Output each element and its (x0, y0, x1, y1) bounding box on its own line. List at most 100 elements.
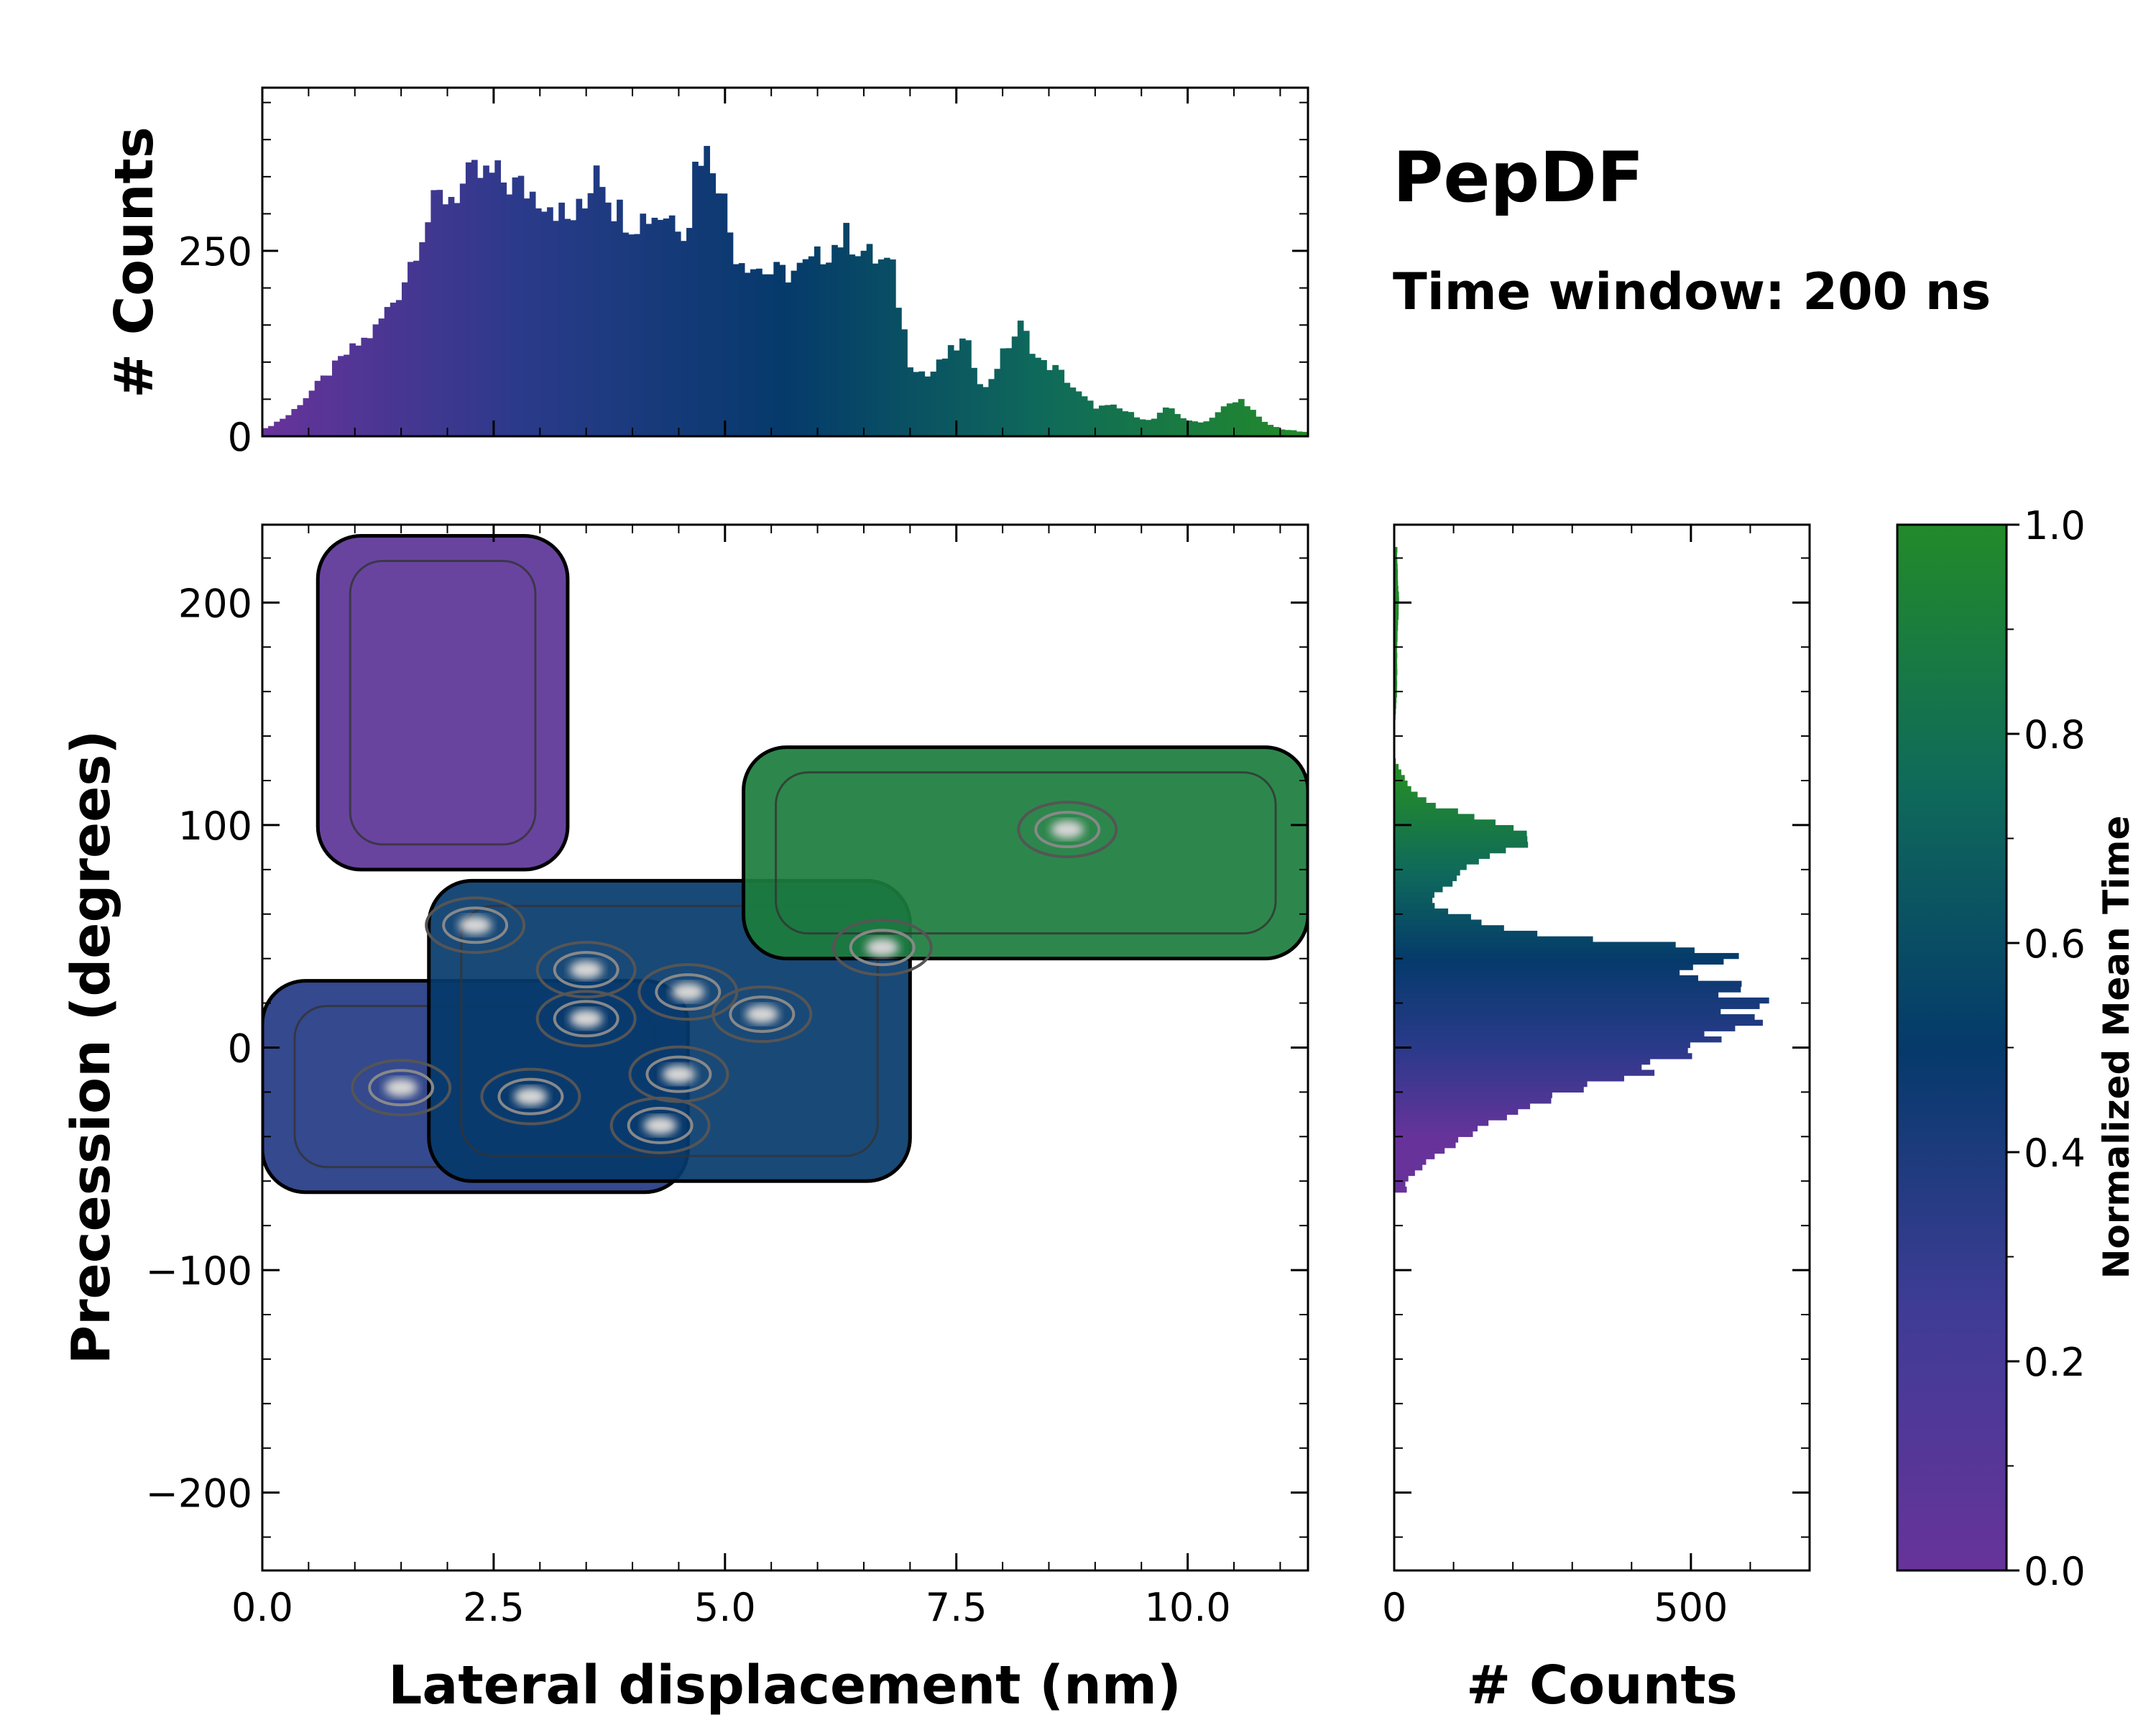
top-histogram-bar (854, 256, 862, 436)
top-histogram-bar (1232, 402, 1239, 436)
right-histogram-y-ticks (1394, 557, 1810, 1538)
top-histogram-bar (1011, 336, 1018, 436)
right-histogram-bar (1394, 830, 1527, 837)
top-histogram-bar (866, 244, 873, 436)
top-histogram-bar (1250, 410, 1256, 436)
top-histogram-bar (280, 418, 286, 436)
colorbar-tick-label: 0.6 (2024, 921, 2086, 967)
top-histogram-bar (1041, 359, 1047, 436)
right-histogram-bar (1394, 1070, 1655, 1076)
right-histogram-bar (1394, 613, 1399, 620)
right-histogram-bar (1394, 1080, 1588, 1087)
top-histogram-bar (581, 208, 589, 436)
heatmap-region-inner-contour (349, 559, 537, 846)
right-histogram-bar (1394, 1186, 1407, 1193)
density-peak (628, 1045, 729, 1103)
density-peak-core (1050, 819, 1084, 840)
top-histogram-bar (413, 260, 420, 436)
top-histogram-bar (826, 262, 832, 436)
density-peak-contour-mid (497, 1077, 564, 1116)
top-histogram-bar (1156, 413, 1164, 436)
top-histogram-bar (1092, 408, 1100, 436)
top-histogram-bar (831, 244, 838, 436)
top-histogram-bar (1162, 407, 1169, 436)
right-histogram-bar (1394, 814, 1475, 820)
right-histogram-bar (1394, 663, 1398, 670)
top-histogram-bar (564, 218, 571, 436)
top-histogram-bar (402, 282, 408, 436)
top-histogram-bar (727, 232, 734, 436)
top-histogram-bar (1290, 430, 1297, 436)
top-histogram-bar (762, 274, 768, 436)
top-histogram-bar (657, 219, 664, 436)
density-peak (480, 1067, 581, 1126)
top-histogram-bar (1075, 391, 1082, 436)
right-histogram-bar (1394, 1092, 1552, 1098)
right-histogram-bar (1394, 824, 1514, 832)
main-x-tick-label: 0.0 (231, 1585, 293, 1630)
density-peak-contour-outer (535, 941, 637, 999)
top-histogram-bar (837, 247, 844, 436)
right-x-tick-label: 0 (1382, 1585, 1406, 1630)
top-histogram-bar (617, 199, 623, 436)
right-histogram-bar (1394, 797, 1427, 804)
top-histogram-bar (1220, 406, 1227, 436)
right-histogram-bar (1394, 952, 1739, 960)
top-histogram-bar (791, 270, 798, 436)
top-histogram-bar (430, 190, 438, 436)
heatmap-density-peaks (351, 801, 1118, 1154)
top-histogram-bar (732, 264, 740, 436)
top-histogram-bar (541, 211, 548, 436)
right-histogram-bar (1394, 1164, 1423, 1171)
top-histogram-bar (1203, 421, 1210, 436)
top-histogram-bar (1064, 382, 1071, 436)
top-histogram-bar (274, 421, 280, 436)
top-histogram-bar (268, 426, 275, 436)
right-histogram-bar (1394, 891, 1434, 898)
density-peak-contour-outer (609, 1096, 711, 1154)
top-histogram-bar (1122, 411, 1129, 436)
top-histogram-bar (1099, 405, 1105, 436)
right-histogram-bar (1394, 869, 1460, 876)
top-histogram-bar (453, 203, 461, 436)
top-histogram-bar (704, 146, 711, 436)
right-histogram-bar (1394, 1036, 1722, 1043)
top-histogram-bar (355, 345, 362, 436)
right-histogram-bar (1394, 591, 1399, 598)
right-histogram-bar (1394, 875, 1457, 881)
heatmap-region-outer-contour (315, 533, 570, 872)
right-histogram-bar (1394, 552, 1397, 559)
right-histogram-bar (1394, 1114, 1507, 1121)
density-peak (637, 963, 739, 1021)
right-histogram-bar (1394, 986, 1741, 993)
top-histogram-bar (1273, 427, 1280, 436)
right-histogram-bar (1394, 674, 1397, 681)
top-histogram-bar (1209, 418, 1216, 436)
colorbar-gradient (1896, 523, 2008, 1572)
top-histogram-bar (1267, 425, 1274, 436)
top-histogram-bar (843, 223, 850, 436)
density-peak-contour-mid (655, 973, 722, 1011)
density-peak (351, 1059, 452, 1117)
right-histogram-x-axis-title: # Counts (1466, 1655, 1738, 1716)
top-histogram-bar (796, 262, 803, 436)
top-histogram-bar (1017, 321, 1024, 436)
top-histogram-bar (768, 274, 774, 436)
right-histogram-bar (1394, 852, 1491, 859)
top-histogram-bar (1145, 420, 1152, 436)
top-histogram-frame (261, 86, 1309, 438)
right-histogram-bar (1394, 1003, 1760, 1009)
right-histogram-panel: 0 500 # Counts (1382, 523, 1811, 1716)
right-histogram-bar (1394, 669, 1398, 676)
top-histogram-bar (1058, 369, 1065, 436)
right-histogram-bar (1394, 763, 1399, 770)
density-peak-contour-mid (1034, 811, 1101, 849)
right-histogram-bar (1394, 836, 1528, 842)
top-histogram-bar (1023, 331, 1030, 436)
main-y-tick-label: 100 (178, 804, 252, 849)
top-histogram-bar (303, 398, 310, 436)
density-peak-contour-outer (535, 990, 637, 1048)
right-histogram-bar (1394, 1181, 1406, 1187)
right-histogram-bar (1394, 1125, 1478, 1132)
